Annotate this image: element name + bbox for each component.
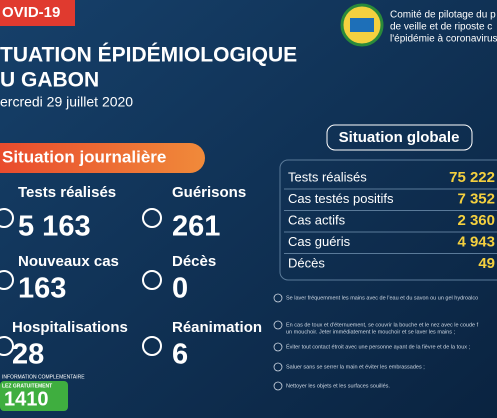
advice-text: En cas de toux et d'éternuement, se couv… <box>286 322 479 328</box>
stat-label: Décès <box>172 253 216 270</box>
advice-icon <box>273 362 283 372</box>
row-label: Décès <box>288 255 325 270</box>
row-value: 7 352 <box>457 190 495 207</box>
advice-text: un mouchoir. Jeter immédiatement le mouc… <box>286 329 456 335</box>
hotline-number: 1410 <box>4 388 49 410</box>
date: ercredi 29 juillet 2020 <box>0 94 133 110</box>
stat-value: 28 <box>12 339 44 371</box>
tag-banner <box>0 0 75 26</box>
row-label: Cas guéris <box>288 234 351 249</box>
hotline-note: INFORMATION COMPLEMENTAIRE <box>2 374 85 380</box>
stat-label: Nouveaux cas <box>18 253 119 270</box>
row-value: 4 943 <box>457 233 495 250</box>
row-value: 75 222 <box>449 169 495 186</box>
row-label: Cas testés positifs <box>288 191 394 206</box>
icon <box>142 208 162 228</box>
tag: OVID-19 <box>2 4 60 21</box>
stat-label: Hospitalisations <box>12 319 128 336</box>
icon <box>142 336 162 356</box>
stat-label: Guérisons <box>172 184 246 201</box>
stat-value: 261 <box>172 211 220 243</box>
title: U GABON <box>0 69 99 92</box>
icon <box>0 270 14 290</box>
stat-value: 0 <box>172 273 188 305</box>
row-value: 49 <box>478 255 495 272</box>
committee: l'épidémie à coronavirus <box>390 34 497 45</box>
global-title: Situation globale <box>339 129 460 146</box>
stat-value: 6 <box>172 339 188 371</box>
daily-pill <box>0 143 205 173</box>
icon <box>0 336 14 356</box>
hotline-call: LEZ GRATUITEMENT <box>2 383 52 389</box>
committee: de veille et de riposte c <box>390 22 492 33</box>
advice-icon <box>273 342 283 352</box>
stat-label: Réanimation <box>172 319 262 336</box>
advice-text: Saluer sans se serrer la main et éviter … <box>286 364 425 370</box>
stat-value: 163 <box>18 273 66 305</box>
hotline-box <box>0 381 68 411</box>
logo-flag <box>350 18 374 32</box>
row-label: Cas actifs <box>288 212 346 227</box>
advice-text: Éviter tout contact étroit avec une pers… <box>286 343 471 350</box>
advice-icon <box>273 320 283 330</box>
daily-title: Situation journalière <box>2 147 166 166</box>
icon <box>142 270 162 290</box>
advice-text: Nettoyer les objets et les surfaces soui… <box>286 383 390 389</box>
global-pill <box>326 124 473 151</box>
row-value: 2 360 <box>457 212 495 229</box>
stat-value: 5 163 <box>18 211 91 243</box>
committee: Comité de pilotage du p <box>390 10 496 21</box>
advice-icon <box>273 293 283 303</box>
advice-icon <box>273 381 283 391</box>
icon <box>0 208 14 228</box>
advice-text: Se laver fréquemment les mains avec de l… <box>286 295 478 301</box>
title: TUATION ÉPIDÉMIOLOGIQUE <box>0 44 297 67</box>
stat-label: Tests réalisés <box>18 184 116 201</box>
row-label: Tests réalisés <box>288 169 367 184</box>
global-table <box>279 159 497 281</box>
